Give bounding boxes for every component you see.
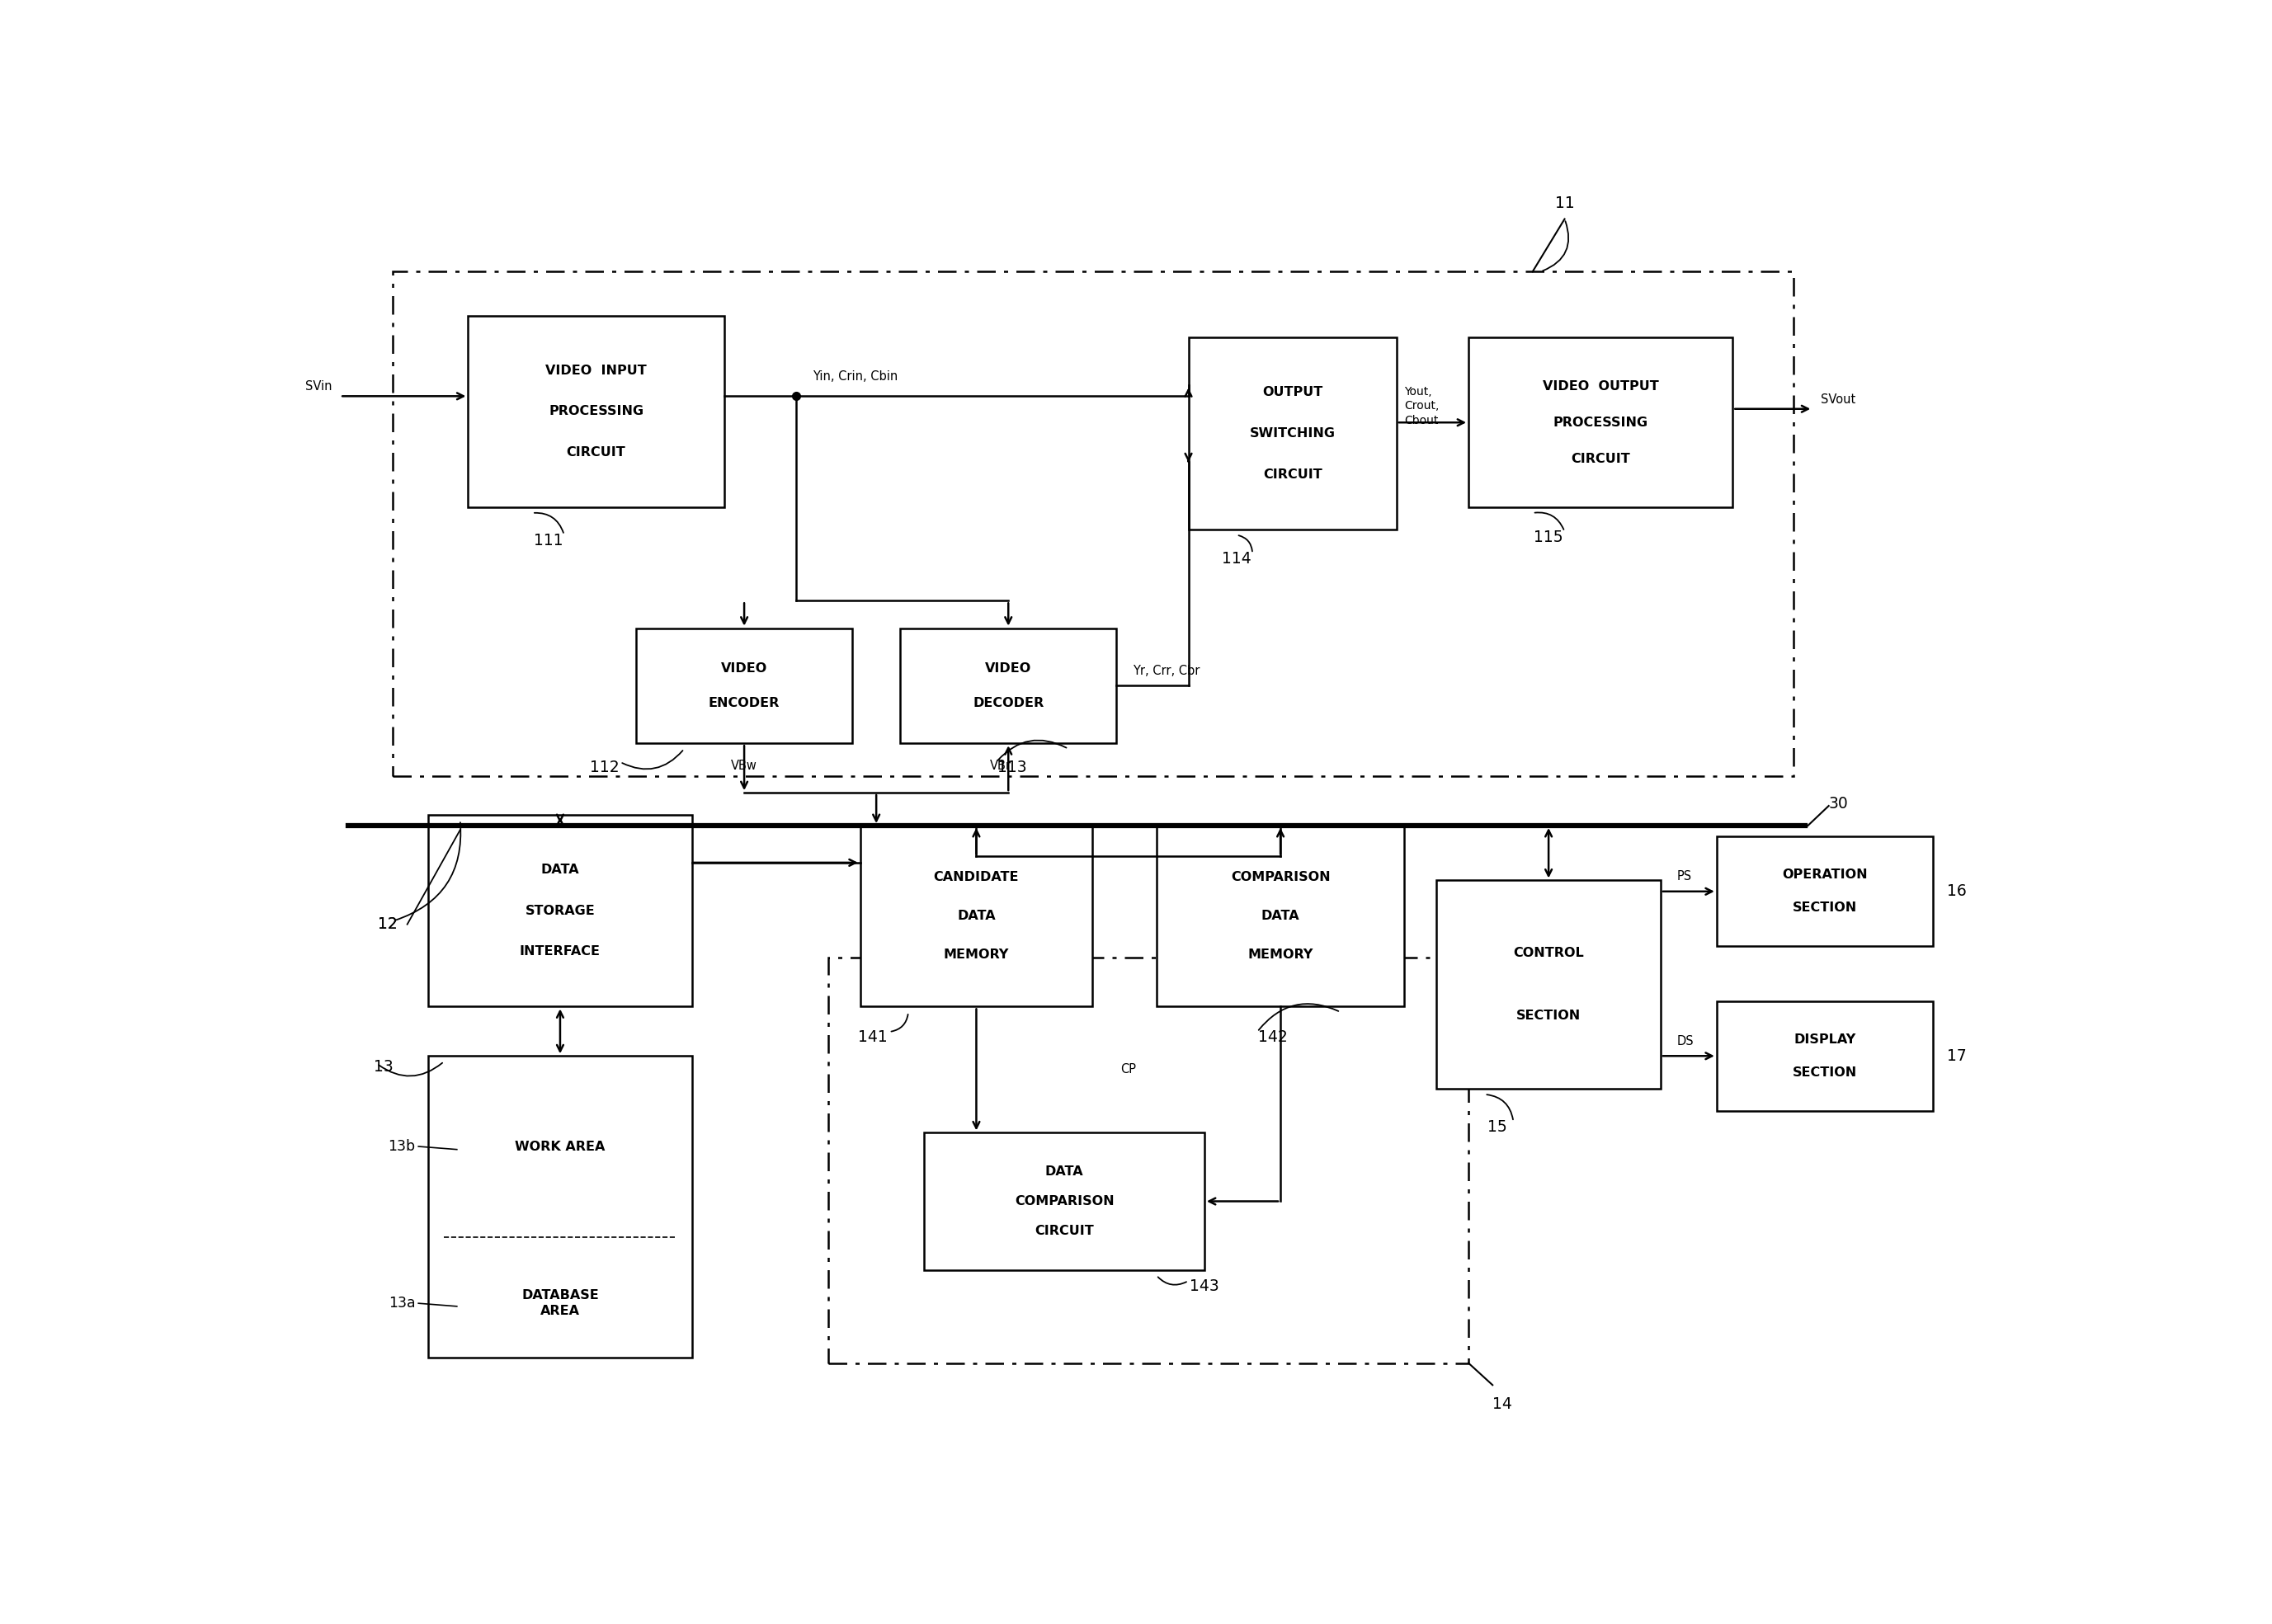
Text: SECTION: SECTION — [1793, 1067, 1856, 1078]
Text: CIRCUIT: CIRCUIT — [1034, 1224, 1093, 1237]
FancyBboxPatch shape — [1156, 825, 1404, 1007]
Text: 11: 11 — [1554, 195, 1574, 211]
Text: OPERATION: OPERATION — [1781, 869, 1868, 882]
Text: 112: 112 — [588, 760, 618, 775]
Text: 12: 12 — [377, 916, 398, 932]
Text: VIDEO  INPUT: VIDEO INPUT — [545, 364, 648, 377]
FancyBboxPatch shape — [1188, 338, 1397, 529]
Text: DECODER: DECODER — [972, 697, 1043, 710]
Text: DATABASE
AREA: DATABASE AREA — [523, 1289, 600, 1317]
Text: SVout: SVout — [1820, 393, 1856, 406]
FancyBboxPatch shape — [1718, 836, 1933, 947]
Text: STORAGE: STORAGE — [525, 905, 595, 918]
Text: VIDEO: VIDEO — [720, 663, 768, 674]
FancyBboxPatch shape — [925, 1134, 1204, 1270]
Text: SVin: SVin — [304, 380, 332, 393]
Text: OUTPUT: OUTPUT — [1263, 387, 1322, 398]
Text: Yout,
Crout,
Cbout: Yout, Crout, Cbout — [1404, 387, 1440, 425]
Text: Yr, Crr, Cbr: Yr, Crr, Cbr — [1131, 664, 1200, 677]
Text: 17: 17 — [1947, 1047, 1968, 1064]
Text: 30: 30 — [1829, 796, 1849, 812]
Text: DATA: DATA — [1045, 1166, 1084, 1177]
Text: CANDIDATE: CANDIDATE — [934, 870, 1020, 883]
Text: 15: 15 — [1488, 1119, 1506, 1135]
Text: COMPARISON: COMPARISON — [1016, 1195, 1113, 1208]
Text: CIRCUIT: CIRCUIT — [566, 447, 625, 460]
Text: 111: 111 — [534, 533, 563, 549]
Text: 142: 142 — [1259, 1030, 1288, 1046]
Text: DATA: DATA — [957, 909, 995, 922]
Text: Yin, Crin, Cbin: Yin, Crin, Cbin — [813, 370, 897, 383]
Text: DATA: DATA — [541, 864, 579, 875]
Text: VBw: VBw — [732, 760, 757, 771]
Text: WORK AREA: WORK AREA — [516, 1140, 604, 1153]
Text: CIRCUIT: CIRCUIT — [1570, 453, 1631, 464]
FancyBboxPatch shape — [1436, 880, 1661, 1088]
Text: 114: 114 — [1222, 551, 1252, 567]
Text: DATA: DATA — [1261, 909, 1300, 922]
FancyBboxPatch shape — [1468, 338, 1734, 507]
Text: 16: 16 — [1947, 883, 1968, 900]
FancyBboxPatch shape — [861, 825, 1093, 1007]
Text: SWITCHING: SWITCHING — [1250, 427, 1336, 440]
Text: ENCODER: ENCODER — [709, 697, 779, 710]
Text: 12: 12 — [377, 916, 398, 932]
Text: 143: 143 — [1191, 1278, 1220, 1294]
Text: PS: PS — [1677, 870, 1693, 882]
FancyBboxPatch shape — [636, 628, 852, 744]
Text: DISPLAY: DISPLAY — [1793, 1033, 1856, 1046]
Text: CIRCUIT: CIRCUIT — [1263, 468, 1322, 481]
Text: VBr: VBr — [991, 760, 1011, 771]
Text: MEMORY: MEMORY — [1247, 948, 1313, 961]
FancyBboxPatch shape — [468, 315, 725, 507]
FancyBboxPatch shape — [900, 628, 1116, 744]
Text: VIDEO  OUTPUT: VIDEO OUTPUT — [1543, 380, 1659, 393]
Text: CP: CP — [1120, 1064, 1136, 1075]
Text: 13a: 13a — [389, 1296, 416, 1311]
Text: INTERFACE: INTERFACE — [520, 945, 600, 958]
Text: MEMORY: MEMORY — [943, 948, 1009, 961]
Text: CONTROL: CONTROL — [1513, 947, 1584, 960]
Text: 113: 113 — [997, 760, 1027, 775]
Text: DS: DS — [1677, 1034, 1693, 1047]
Text: SECTION: SECTION — [1793, 901, 1856, 914]
Text: COMPARISON: COMPARISON — [1231, 870, 1329, 883]
Text: 141: 141 — [859, 1030, 888, 1046]
Text: 14: 14 — [1493, 1397, 1513, 1411]
Text: PROCESSING: PROCESSING — [1554, 416, 1647, 429]
Text: PROCESSING: PROCESSING — [548, 406, 643, 417]
Text: VIDEO: VIDEO — [986, 663, 1031, 674]
Text: 13b: 13b — [389, 1138, 416, 1155]
FancyBboxPatch shape — [427, 1056, 693, 1358]
Text: 13: 13 — [373, 1059, 393, 1075]
Text: 115: 115 — [1534, 529, 1563, 546]
Text: SECTION: SECTION — [1515, 1010, 1581, 1021]
FancyBboxPatch shape — [427, 815, 693, 1007]
FancyBboxPatch shape — [1718, 1000, 1933, 1111]
